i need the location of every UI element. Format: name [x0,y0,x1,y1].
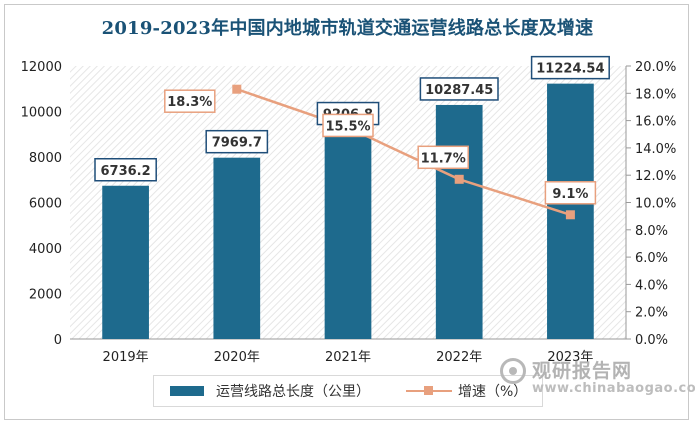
growth-value-label: 18.3% [167,95,212,110]
y-right-tick-label: 2.0% [635,306,668,321]
growth-value-label-box [544,181,597,205]
bar-value-label: 11224.54 [536,62,604,77]
growth-value-label: 15.5% [325,119,370,134]
growth-point [565,210,575,220]
chart-legend: 运营线路总长度（公里） 增速（%） [153,375,543,407]
growth-value-label-box [322,113,374,138]
bar-value-label-box [94,158,157,182]
x-tick-label: 2023年 [547,350,593,365]
legend-bar-label: 运营线路总长度（公里） [216,384,370,400]
bar-value-label-box [530,55,610,80]
growth-line [236,88,571,216]
chart-title: 2019-2023年中国内地城市轨道交通运营线路总长度及增速 [101,18,594,39]
bar-value-label: 7969.7 [212,136,262,151]
x-tick-label: 2019年 [103,350,149,365]
y-left-tick-label: 6000 [29,197,62,212]
bar [213,157,261,339]
y-right-tick-label: 20.0% [635,60,676,75]
watermark-url: www.chinabaogao.com [532,381,695,396]
y-right-tick-label: 8.0% [635,224,668,239]
y-left-tick-label: 12000 [21,60,62,75]
y-left-tick-label: 10000 [21,106,62,121]
growth-value-label: 9.1% [552,187,588,202]
y-right-tick-label: 4.0% [635,278,668,293]
y-left-tick-label: 8000 [29,151,62,166]
bar-value-label: 6736.2 [101,164,151,179]
y-left-tick-label: 0 [54,333,62,348]
legend-item-length[interactable]: 运营线路总长度（公里） [154,381,370,401]
x-tick-label: 2021年 [325,350,371,365]
legend-item-growth[interactable]: 增速（%） [370,381,527,401]
legend-line-swatch [406,385,452,397]
y-left-tick-label: 4000 [29,242,62,257]
y-right-tick-label: 14.0% [635,142,676,157]
growth-value-label-box [417,145,469,170]
y-right-tick-label: 16.0% [635,115,676,130]
y-right-tick-label: 6.0% [635,251,668,266]
x-tick-label: 2022年 [436,350,482,365]
y-right-tick-label: 10.0% [635,197,676,212]
y-left-tick-label: 2000 [29,288,62,303]
watermark: 观研报告网 www.chinabaogao.com [500,354,695,406]
growth-point [232,84,242,94]
y-right-tick-label: 12.0% [635,169,676,184]
x-tick-label: 2020年 [214,350,260,365]
bar [435,104,483,339]
bar [102,185,149,339]
watermark-text: 观研报告网 [532,360,633,382]
y-right-tick-label: 18.0% [635,87,676,102]
watermark-logo-icon [500,358,526,384]
y-right-tick-label: 0.0% [635,333,668,348]
growth-value-label: 11.7% [421,151,466,166]
legend-line-label: 增速（%） [458,384,528,400]
growth-value-label-box [164,89,216,113]
growth-point [454,174,464,184]
bar [324,129,372,339]
bar-value-label-box [205,129,269,154]
bar-value-label-box [419,77,499,101]
bar-value-label: 10287.45 [425,83,493,98]
legend-bar-swatch [170,386,204,396]
